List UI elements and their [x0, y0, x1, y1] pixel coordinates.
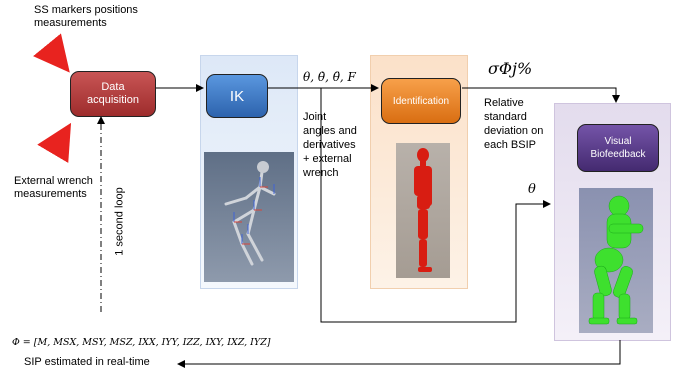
skeleton-figure-icon — [224, 161, 276, 266]
external-wrench-arrow — [37, 122, 72, 163]
visual-biofeedback-image — [579, 188, 653, 333]
ss-markers-arrow — [33, 33, 70, 73]
sip-estimated-label: SIP estimated in real-time — [24, 356, 150, 368]
relative-std-label: Relative standard deviation on each BSIP — [484, 97, 544, 151]
one-second-loop-label: 1 second loop — [113, 187, 126, 256]
green-squat-figure-icon — [588, 195, 644, 325]
data-acquisition-box: Data acquisition — [70, 71, 156, 117]
ik-box: IK — [206, 74, 268, 118]
identification-mannequin-image — [396, 143, 450, 278]
ik-skeleton-image — [204, 152, 294, 282]
joint-info-label: Joint angles and derivatives + external wr… — [303, 111, 357, 179]
visual-biofeedback-box: Visual Biofeedback — [577, 124, 659, 172]
external-wrench-label: External wrench measurements — [14, 175, 93, 200]
theta-label: θ — [528, 182, 536, 197]
sigma-label: σΦj% — [488, 59, 533, 78]
identification-box: Identification — [381, 78, 461, 124]
ss-markers-label: SS markers positions measurements — [34, 4, 138, 29]
theta-vars-label: θ, θ̇, θ̈, F — [303, 70, 356, 84]
red-mannequin-icon — [414, 148, 432, 272]
phi-formula: Φ = [M, MSX, MSY, MSZ, IXX, IYY, IZZ, IX… — [12, 337, 271, 348]
